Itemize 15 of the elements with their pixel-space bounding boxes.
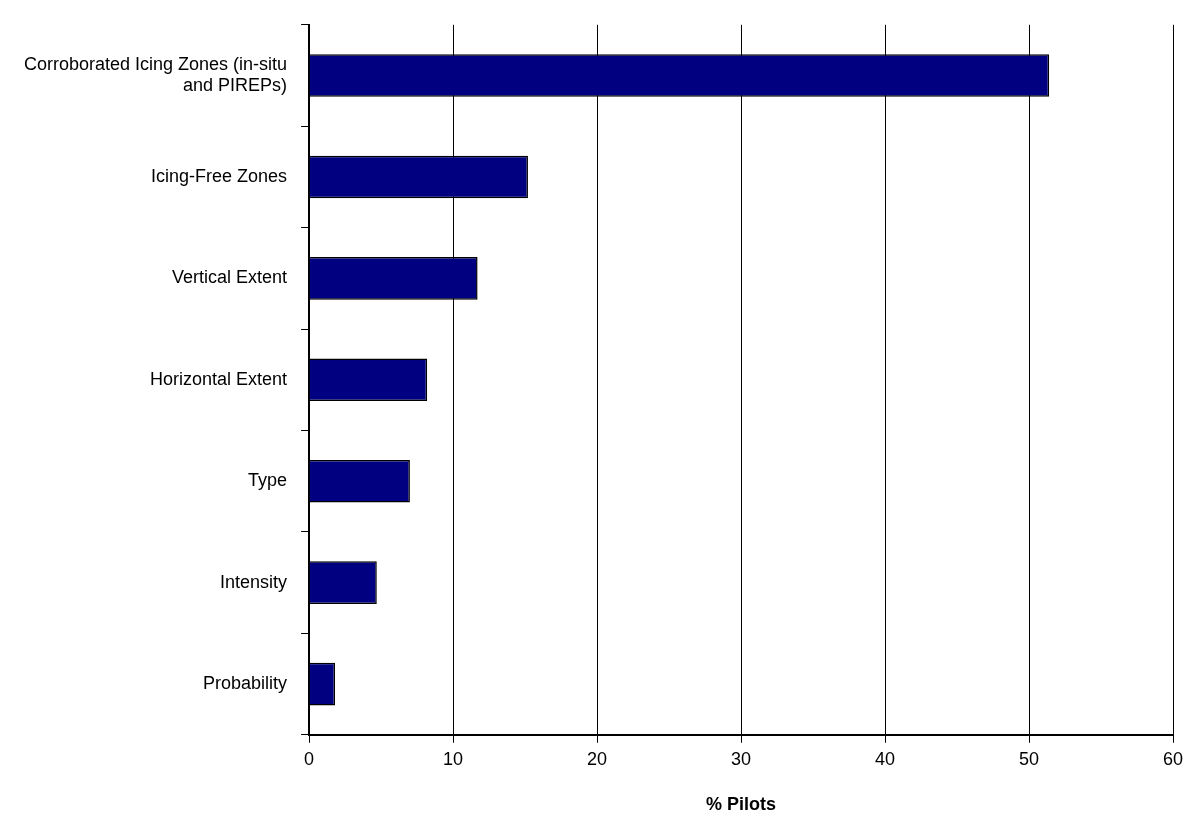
x-tick-label: 40 bbox=[875, 748, 896, 769]
x-tick-label: 30 bbox=[731, 748, 752, 769]
y-tick-label: Vertical Extent bbox=[172, 267, 288, 288]
y-tick-label: Probability bbox=[203, 673, 288, 694]
x-tick-label: 60 bbox=[1162, 748, 1184, 769]
x-tick-label: 50 bbox=[1019, 748, 1040, 769]
y-tick-label: Type bbox=[248, 470, 288, 491]
y-tick-label: Horizontal Extent bbox=[150, 368, 288, 389]
x-axis-title: % Pilots bbox=[706, 794, 777, 815]
x-tick-label: 0 bbox=[304, 748, 315, 769]
x-tick-label: 20 bbox=[587, 748, 608, 769]
x-tick-label: 10 bbox=[443, 748, 464, 769]
y-tick-label: Icing-Free Zones bbox=[151, 165, 288, 186]
y-tick-label: Corroborated Icing Zones (in-situ and PIREPs) bbox=[23, 53, 288, 96]
y-tick-label: Intensity bbox=[220, 571, 288, 592]
